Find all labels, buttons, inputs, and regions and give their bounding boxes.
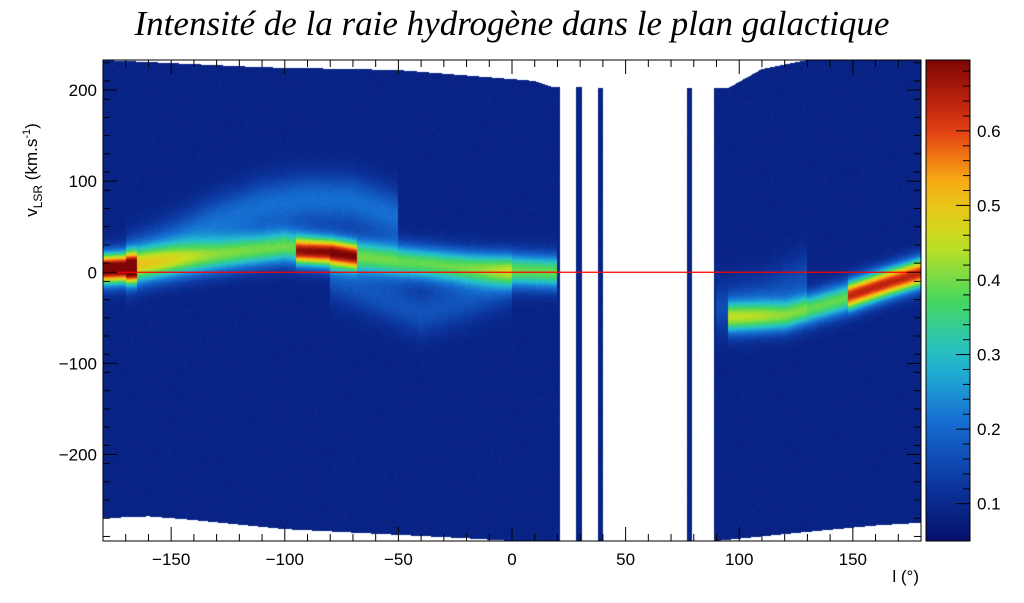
y-tick-label: 0 (88, 263, 97, 282)
y-tick-label: −100 (59, 354, 97, 373)
x-tick-label: −50 (384, 550, 413, 569)
colorbar-tick-label: 0.6 (977, 122, 1001, 141)
x-tick-label: 150 (839, 550, 867, 569)
x-tick-label: −150 (152, 550, 190, 569)
colorbar-tick-label: 0.5 (977, 196, 1001, 215)
y-tick-label: 100 (69, 172, 97, 191)
y-tick-label: −200 (59, 445, 97, 464)
x-axis-label: l (°) (892, 567, 919, 586)
y-label-superscript: -1 (21, 129, 33, 139)
y-label-unit: (km.s (22, 139, 41, 185)
x-tick-label: 0 (507, 550, 516, 569)
chart-title: Intensité de la raie hydrogène dans le p… (134, 4, 890, 43)
x-tick-label: 50 (616, 550, 635, 569)
y-label-subscript: LSR (31, 185, 45, 209)
y-axis-label: vLSR (km.s-1) (21, 123, 45, 217)
y-tick-label: 200 (69, 81, 97, 100)
y-label-base: v (22, 208, 41, 217)
x-tick-label: −100 (266, 550, 304, 569)
colorbar (925, 59, 971, 542)
colorbar-tick-label: 0.1 (977, 495, 1001, 514)
y-label-unit-close: ) (22, 123, 41, 129)
x-tick-label: 100 (725, 550, 753, 569)
colorbar-tick-label: 0.3 (977, 346, 1001, 365)
colorbar-tick-label: 0.2 (977, 420, 1001, 439)
colorbar-tick-label: 0.4 (977, 271, 1001, 290)
heatmap-image (103, 60, 921, 541)
